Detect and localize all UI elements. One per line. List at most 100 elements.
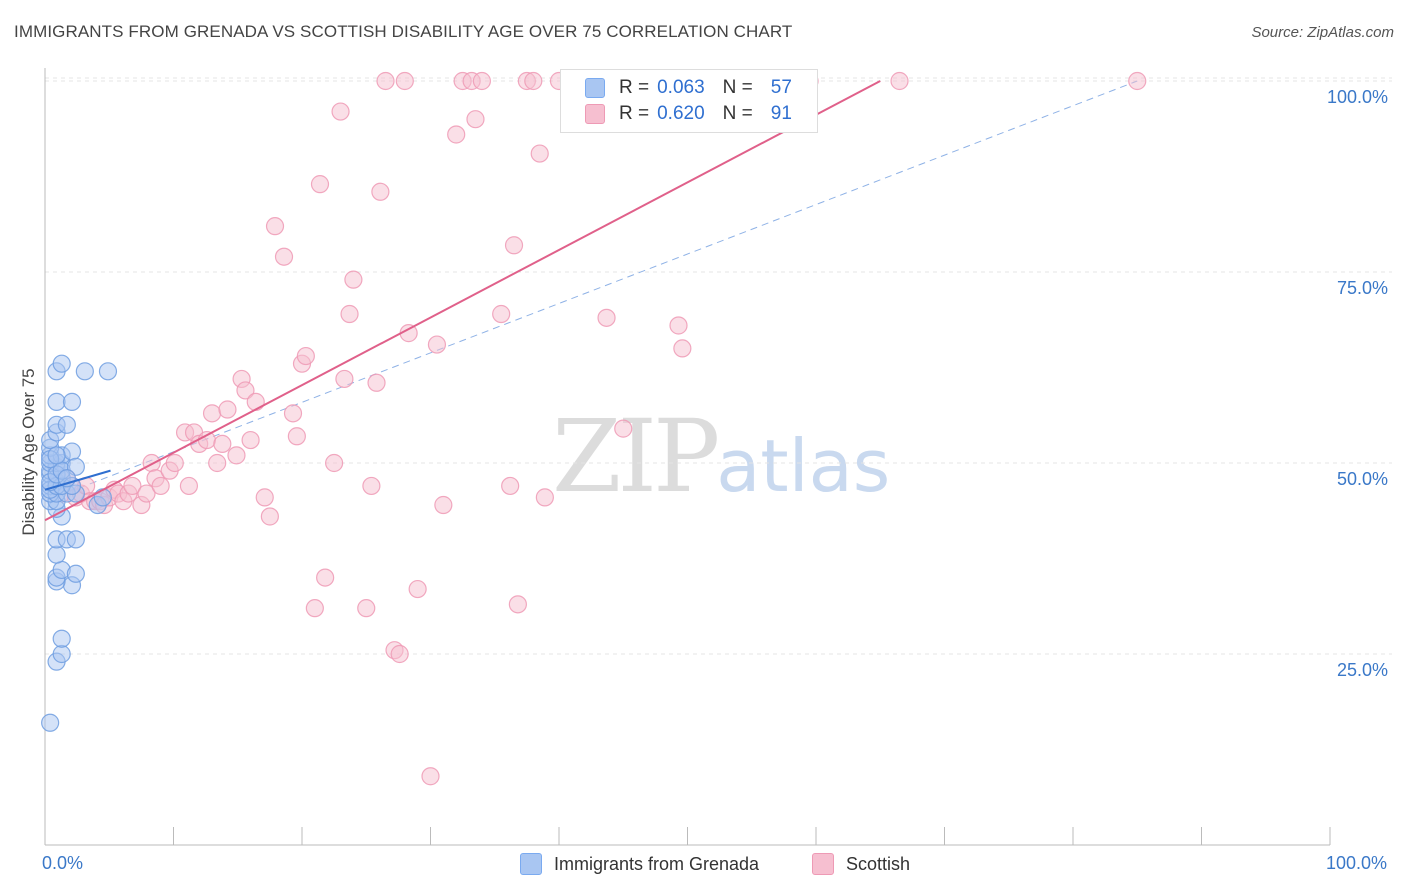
- scottish-point: [260, 507, 279, 526]
- scottish-point: [208, 453, 227, 473]
- bottom-legend-swatch-scottish: [812, 853, 834, 875]
- chart-title: IMMIGRANTS FROM GRENADA VS SCOTTISH DISA…: [14, 22, 793, 41]
- scottish-point: [357, 599, 376, 618]
- x-tick-max: 100.0%: [1326, 853, 1388, 873]
- legend-r-value: 0.063: [657, 77, 705, 98]
- scottish-point: [669, 316, 688, 335]
- scottish-point: [421, 767, 440, 786]
- scottish-point: [331, 102, 350, 121]
- scottish-point: [246, 392, 265, 411]
- y-tick-50: 50.0%: [1337, 469, 1389, 489]
- scottish-point: [310, 175, 330, 194]
- scottish-point: [390, 644, 409, 664]
- grenada-point: [93, 488, 112, 507]
- legend-n-value: 91: [770, 103, 792, 124]
- x-tick-min: 0.0%: [42, 853, 84, 873]
- reference-line: [44, 80, 1138, 502]
- grenada-point: [62, 442, 82, 461]
- scottish-point: [376, 71, 395, 91]
- trend-lines: [44, 80, 881, 522]
- scottish-point: [614, 419, 633, 438]
- series-grenada: [41, 354, 118, 732]
- scottish-point: [673, 339, 692, 358]
- scottish-point: [165, 453, 184, 473]
- scottish-point: [524, 71, 543, 91]
- scottish-point: [179, 476, 199, 496]
- scottish-point: [504, 236, 524, 255]
- scottish-point: [408, 579, 427, 599]
- bottom-legend-swatch-grenada: [520, 853, 542, 875]
- grenada-point: [47, 545, 66, 564]
- grenada-point: [66, 530, 85, 549]
- grenada-point: [75, 362, 94, 381]
- y-axis-label-wrap: Disability Age Over 75: [17, 368, 47, 535]
- scottish-point: [227, 446, 246, 465]
- scottish-point: [395, 71, 414, 91]
- scottish-point: [427, 335, 447, 354]
- grenada-point: [52, 629, 71, 648]
- legend-n-label: N =: [722, 103, 753, 124]
- grenada-point: [66, 564, 85, 583]
- scottish-point: [362, 476, 381, 496]
- series-scottish: [52, 71, 1147, 786]
- watermark: ZIPatlas: [552, 398, 890, 515]
- scottish-point: [340, 304, 359, 324]
- scottish-point: [218, 400, 237, 419]
- legend-r-label: R =: [619, 103, 650, 124]
- scottish-point: [137, 484, 156, 503]
- scottish-point: [142, 453, 161, 473]
- scottish-point: [274, 247, 294, 266]
- scottish-point: [123, 476, 142, 496]
- y-tick-100: 100.0%: [1327, 87, 1389, 107]
- legend-row-scottish: R = 0.620 N = 91: [585, 102, 792, 126]
- scottish-point: [344, 270, 363, 289]
- gridlines: [45, 77, 1392, 655]
- scottish-point: [241, 430, 260, 450]
- legend-r-label: R =: [619, 77, 650, 98]
- bottom-legend-label-grenada: Immigrants from Grenada: [554, 853, 760, 874]
- y-tick-75: 75.0%: [1337, 278, 1389, 298]
- scottish-point: [1128, 71, 1147, 91]
- scottish-point: [535, 488, 554, 507]
- scottish-point: [434, 495, 453, 515]
- scottish-point: [213, 434, 232, 453]
- scottish-point: [255, 488, 274, 507]
- scottish-point: [151, 476, 170, 496]
- reference-dashed-line: [44, 80, 1138, 502]
- bottom-legend-label-scottish: Scottish: [846, 853, 911, 874]
- scottish-point: [508, 595, 527, 614]
- watermark-atlas: atlas: [716, 424, 891, 508]
- scottish-point: [890, 71, 909, 91]
- scottish-point: [296, 346, 315, 366]
- scottish-point: [202, 404, 222, 423]
- scottish-point: [265, 217, 285, 236]
- scottish-trend-line: [44, 80, 881, 522]
- scottish-point: [283, 404, 303, 423]
- scottish-point: [597, 308, 616, 327]
- scottish-point: [316, 568, 335, 587]
- grenada-point: [47, 392, 66, 411]
- scottish-point: [466, 110, 485, 129]
- scottish-point: [305, 599, 324, 618]
- scottish-point: [236, 381, 255, 400]
- scottish-point: [371, 182, 390, 201]
- grenada-point: [57, 415, 76, 434]
- y-tick-25: 25.0%: [1337, 660, 1389, 680]
- scottish-point: [335, 369, 354, 389]
- grenada-trend-line: [44, 469, 111, 491]
- scottish-point: [530, 144, 549, 163]
- scottish-point: [501, 476, 520, 496]
- legend-swatch-grenada: [585, 78, 605, 98]
- watermark-zip: ZIP: [552, 398, 720, 515]
- legend-n-value: 57: [770, 77, 792, 98]
- scottish-point: [325, 453, 344, 473]
- scottish-point: [472, 71, 491, 91]
- legend-row-grenada: R = 0.063 N = 57: [585, 76, 792, 100]
- scottish-point: [492, 304, 511, 324]
- grenada-point: [98, 362, 118, 381]
- source-label: Source: ZipAtlas.com: [1251, 24, 1394, 41]
- bottom-legend-grenada: Immigrants from Grenada: [520, 852, 759, 876]
- scottish-point: [287, 427, 306, 446]
- grenada-point: [52, 354, 71, 373]
